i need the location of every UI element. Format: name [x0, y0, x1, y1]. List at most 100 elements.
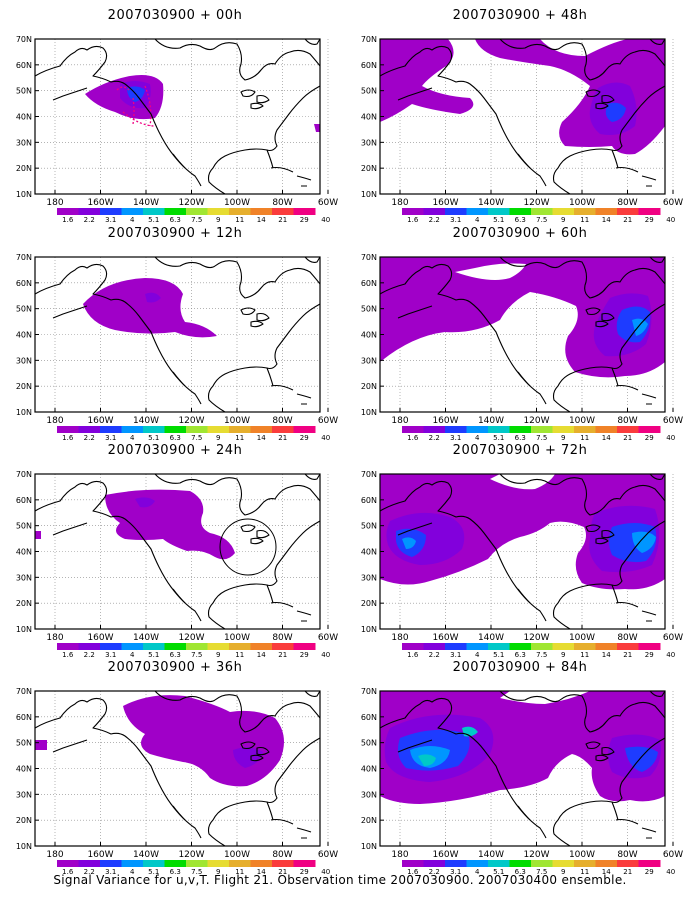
- longitude-label: 120W: [523, 198, 549, 208]
- colorbar-swatch: [78, 208, 101, 215]
- colorbar-label: 11: [235, 868, 244, 876]
- map-frame: [34, 473, 329, 630]
- colorbar-label: 4: [475, 651, 480, 659]
- colorbar-label: 29: [300, 651, 309, 659]
- coastline-segment: [270, 818, 312, 839]
- colorbar-label: 11: [580, 216, 589, 224]
- longitude-label: 60W: [663, 198, 683, 208]
- map-00h: 70N 60N 50N 40N 30N 20N 10N 180 160W 140W 120W 100…: [16, 35, 338, 224]
- map-12h: 70N 60N 50N 40N 30N 20N 10N 180 160W 140W 120W 100…: [16, 253, 338, 442]
- coastline-segment: [304, 256, 321, 263]
- coastline-segment: [601, 746, 615, 756]
- colorbar-swatch: [445, 208, 467, 215]
- colorbar-swatch: [531, 643, 553, 650]
- coastline-segment: [154, 38, 321, 81]
- latitude-label: 70N: [16, 35, 32, 44]
- latitude-label: 20N: [16, 382, 32, 391]
- coastline-segment: [256, 746, 270, 756]
- colorbar-label: 3.1: [450, 434, 461, 442]
- panel-title: 2007030900 + 72h: [452, 443, 588, 458]
- colorbar-label: 40: [666, 651, 675, 659]
- colorbar-label: 2.2: [84, 216, 95, 224]
- colorbar-label: 6.3: [515, 216, 526, 224]
- colorbar-swatch: [466, 860, 489, 867]
- colorbar-label: 40: [321, 868, 330, 876]
- coastline-segment: [595, 537, 609, 545]
- latitude-label: 40N: [16, 548, 32, 557]
- colorbar-label: 21: [623, 434, 632, 442]
- colorbar-label: 21: [623, 868, 632, 876]
- colorbar-swatch: [78, 643, 101, 650]
- colorbar-swatch: [143, 860, 165, 867]
- panel-title: 2007030900 + 84h: [452, 660, 588, 675]
- colorbar-swatch: [595, 643, 618, 650]
- colorbar-swatch: [100, 860, 122, 867]
- colorbar-swatch: [164, 860, 187, 867]
- latitude-labels: 70N 60N 50N 40N 30N 20N 10N: [16, 35, 32, 199]
- colorbar-label: 7.5: [191, 216, 202, 224]
- latitude-label: 20N: [361, 816, 377, 825]
- coastline-segment: [266, 149, 274, 169]
- coastline-segment: [499, 256, 666, 299]
- latitude-label: 40N: [16, 765, 32, 774]
- colorbar-label: 6.3: [515, 651, 526, 659]
- colorbar-label: 9: [216, 651, 220, 659]
- colorbar-swatch: [423, 426, 446, 433]
- colorbar-label: 4: [130, 216, 135, 224]
- map-frame: [379, 256, 674, 413]
- coastline-segment: [595, 320, 609, 328]
- colorbar-swatch: [445, 643, 467, 650]
- colorbar-swatch: [164, 208, 187, 215]
- colorbar-label: 7.5: [536, 868, 547, 876]
- longitude-label: 80W: [617, 416, 637, 426]
- coastline-segment: [240, 89, 256, 98]
- latitude-label: 40N: [16, 331, 32, 340]
- colorbar-label: 4: [475, 434, 480, 442]
- colorbar-swatch: [100, 643, 122, 650]
- colorbar-label: 11: [580, 651, 589, 659]
- latitude-label: 40N: [361, 765, 377, 774]
- colorbar-swatch: [466, 426, 489, 433]
- colorbar-swatch: [186, 208, 208, 215]
- latitude-label: 20N: [16, 164, 32, 173]
- longitude-label: 160W: [432, 416, 458, 426]
- latitude-label: 20N: [361, 164, 377, 173]
- colorbar-swatch: [121, 643, 144, 650]
- colorbar-swatch: [250, 426, 273, 433]
- coastline-segment: [154, 473, 321, 516]
- longitude-label: 100W: [569, 198, 595, 208]
- colorbar-swatch: [207, 643, 230, 650]
- variance-field: [85, 75, 320, 132]
- latitude-label: 10N: [361, 190, 377, 199]
- longitude-label: 100W: [569, 633, 595, 643]
- colorbar: 1.6 2.2 3.1 4 5.1 6.3 7.5 9 11 14 21 29 40: [57, 426, 330, 442]
- coastline: [379, 38, 666, 195]
- coastline-segment: [585, 524, 601, 533]
- latitude-label: 10N: [361, 625, 377, 634]
- longitude-label: 100W: [224, 416, 250, 426]
- longitude-label: 140W: [478, 416, 504, 426]
- colorbar-label: 7.5: [536, 216, 547, 224]
- colorbar-swatch: [229, 208, 251, 215]
- colorbar-label: 21: [623, 651, 632, 659]
- longitude-labels: 180 160W 140W 120W 100W 80W 60W: [391, 850, 683, 860]
- colorbar-label: 5.1: [148, 651, 159, 659]
- colorbar-swatch: [57, 208, 79, 215]
- colorbar-swatch: [250, 860, 273, 867]
- colorbar-swatch: [57, 643, 79, 650]
- variance-field: [35, 489, 277, 576]
- latitude-label: 60N: [361, 61, 377, 70]
- longitude-label: 100W: [569, 416, 595, 426]
- colorbar-swatch: [229, 426, 251, 433]
- coastline-segment: [585, 741, 601, 750]
- coastline: [34, 473, 321, 630]
- colorbar-label: 40: [321, 434, 330, 442]
- latitude-label: 40N: [361, 548, 377, 557]
- panel-title: 2007030900 + 36h: [107, 660, 243, 675]
- longitude-label: 160W: [432, 198, 458, 208]
- map-48h: 70N 60N 50N 40N 30N 20N 10N 180 160W 140W 120W 100…: [361, 35, 683, 224]
- coastline-segment: [304, 38, 321, 45]
- colorbar-label: 11: [580, 868, 589, 876]
- colorbar-swatch: [488, 426, 510, 433]
- coastline-segment: [649, 690, 666, 697]
